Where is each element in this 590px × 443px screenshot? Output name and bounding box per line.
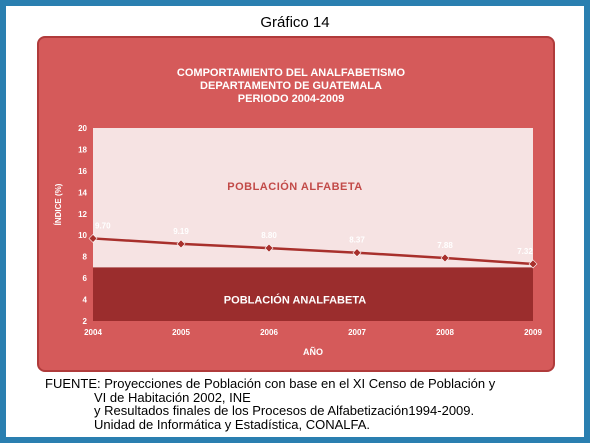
x-tick-label: 2006 (260, 328, 278, 337)
lower-band (93, 267, 533, 321)
y-tick-label: 6 (83, 274, 88, 283)
plot-area: POBLACIÓN ALFABETA POBLACIÓN ANALFABETA 2 4… (78, 124, 542, 337)
data-label: 8.37 (349, 236, 365, 245)
x-tick-label: 2005 (172, 328, 190, 337)
slide-heading: Gráfico 14 (260, 14, 330, 31)
footer-line-3: y Resultados finales de los Procesos de … (94, 403, 475, 418)
footer-line-2: VI de Habitación 2002, INE (94, 389, 251, 405)
y-tick-label: 20 (78, 124, 87, 133)
y-tick-label: 14 (78, 188, 87, 197)
data-label: 9.19 (173, 227, 189, 236)
y-tick-label: 4 (83, 296, 88, 305)
data-point (352, 248, 362, 258)
chart-title-line-1: COMPORTAMIENTO DEL ANALFABETISMO (177, 67, 406, 79)
y-tick-label: 8 (83, 253, 88, 262)
chart-title-line-2: DEPARTAMENTO DE GUATEMALA (200, 80, 382, 92)
y-axis-label: ÍNDICE (%) (54, 183, 63, 225)
y-tick-label: 12 (78, 210, 87, 219)
x-tick-label: 2004 (84, 328, 102, 337)
illiteracy-line-chart: COMPORTAMIENTO DEL ANALFABETISMO DEPARTA… (54, 67, 542, 357)
x-axis-label: AÑO (303, 347, 323, 357)
upper-band-label: POBLACIÓN ALFABETA (227, 180, 363, 193)
data-point (176, 239, 186, 249)
series-line (92, 237, 534, 266)
data-point (440, 253, 450, 263)
y-tick-label: 18 (78, 145, 87, 154)
y-tick-label: 2 (83, 317, 88, 326)
slide-frame: Gráfico 14 COMPORTAMIENTO DEL ANALFABETI… (6, 6, 584, 437)
x-tick-label: 2008 (436, 328, 454, 337)
footer-line-1: FUENTE: Proyecciones de Población con ba… (45, 376, 496, 391)
y-tick-label: 16 (78, 167, 87, 176)
footer-line-4: Unidad de Informática y Estadística, CON… (94, 416, 371, 432)
data-point (528, 259, 538, 269)
source-footer: FUENTE: Proyecciones de Población con ba… (45, 377, 575, 431)
data-label: 7.32 (517, 247, 533, 256)
data-point (88, 234, 98, 243)
data-point (264, 243, 274, 253)
lower-band-label: POBLACIÓN ANALFABETA (224, 294, 366, 307)
chart-title: COMPORTAMIENTO DEL ANALFABETISMO DEPARTA… (177, 67, 406, 105)
data-label: 7.88 (437, 241, 453, 250)
y-tick-label: 10 (78, 231, 87, 240)
x-tick-label: 2009 (524, 328, 542, 337)
chart-title-line-3: PERIODO 2004-2009 (238, 93, 344, 105)
chart-panel: COMPORTAMIENTO DEL ANALFABETISMO DEPARTA… (37, 36, 555, 372)
x-tick-label: 2007 (348, 328, 366, 337)
data-label: 8.80 (261, 231, 277, 240)
data-label: 9.70 (95, 221, 111, 230)
